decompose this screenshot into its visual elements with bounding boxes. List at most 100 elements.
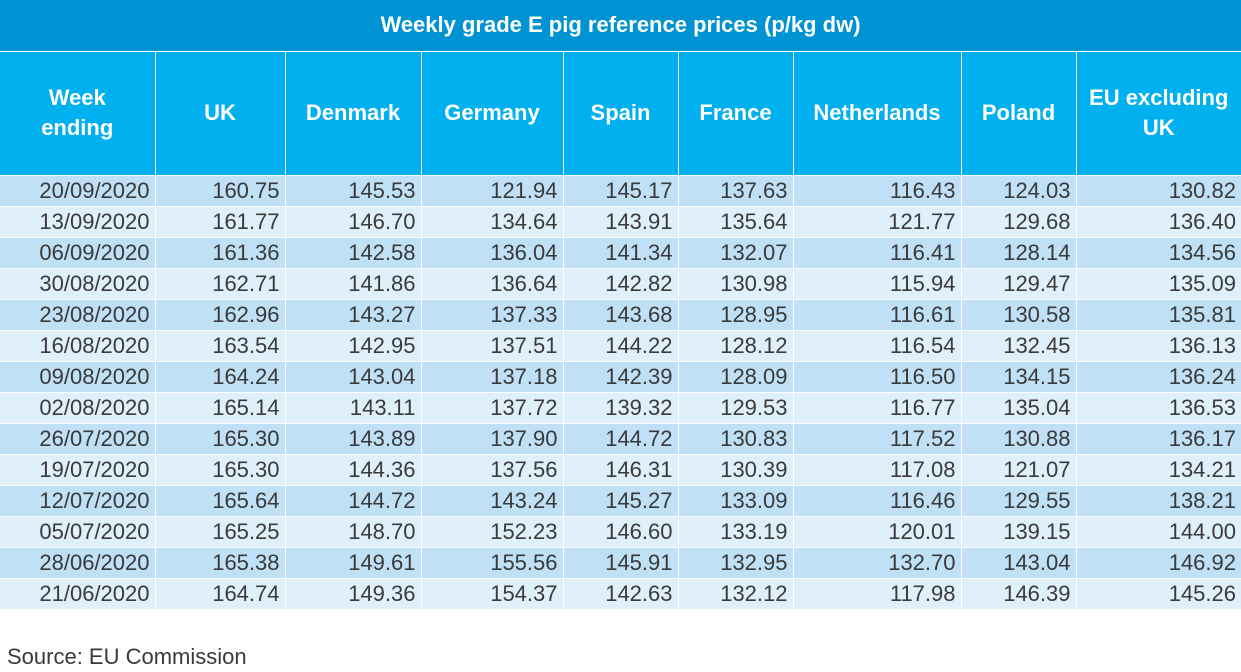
price-cell-denmark: 143.11 xyxy=(284,391,421,423)
price-cell-poland: 124.03 xyxy=(960,174,1076,206)
price-cell-poland: 121.07 xyxy=(960,453,1076,485)
column-header-line: Denmark xyxy=(305,100,401,125)
price-cell-spain: 144.22 xyxy=(562,329,678,361)
price-cell-netherlands: 117.08 xyxy=(792,453,961,485)
week-ending-cell: 12/07/2020 xyxy=(0,484,155,516)
price-cell-uk: 161.77 xyxy=(154,205,285,237)
price-cell-spain: 142.63 xyxy=(562,577,678,609)
column-header-spain: Spain xyxy=(562,51,678,175)
table-row: 21/06/2020 164.74 149.36 154.37 142.63 132.12… xyxy=(0,577,1241,609)
price-cell-uk: 162.71 xyxy=(154,267,285,299)
price-cell-spain: 144.72 xyxy=(562,422,678,454)
price-cell-netherlands: 117.52 xyxy=(792,422,961,454)
week-ending-cell: 26/07/2020 xyxy=(0,422,155,454)
price-cell-denmark: 145.53 xyxy=(284,174,421,206)
column-header-line: France xyxy=(699,100,772,125)
week-ending-cell: 02/08/2020 xyxy=(0,391,155,423)
price-cell-germany: 155.56 xyxy=(420,546,563,578)
price-cell-denmark: 143.04 xyxy=(284,360,421,392)
week-ending-cell: 05/07/2020 xyxy=(0,515,155,547)
table-row: 20/09/2020 160.75 145.53 121.94 145.17 137.63… xyxy=(0,174,1241,206)
source-note: Source: EU Commission xyxy=(7,644,247,669)
price-cell-eu-excluding-uk: 144.00 xyxy=(1075,515,1241,547)
price-cell-eu-excluding-uk: 136.17 xyxy=(1075,422,1241,454)
price-cell-germany: 134.64 xyxy=(420,205,563,237)
price-cell-netherlands: 115.94 xyxy=(792,267,961,299)
table-row: 26/07/2020 165.30 143.89 137.90 144.72 130.83… xyxy=(0,422,1241,454)
column-header-line: ending xyxy=(41,115,114,140)
price-cell-spain: 145.17 xyxy=(562,174,678,206)
table-row: 02/08/2020 165.14 143.11 137.72 139.32 129.53… xyxy=(0,391,1241,423)
price-cell-france: 128.12 xyxy=(677,329,793,361)
price-cell-uk: 165.64 xyxy=(154,484,285,516)
price-cell-spain: 141.34 xyxy=(562,236,678,268)
price-cell-poland: 130.88 xyxy=(960,422,1076,454)
price-cell-france: 137.63 xyxy=(677,174,793,206)
price-cell-denmark: 141.86 xyxy=(284,267,421,299)
price-cell-germany: 136.64 xyxy=(420,267,563,299)
price-cell-eu-excluding-uk: 136.53 xyxy=(1075,391,1241,423)
price-cell-eu-excluding-uk: 135.81 xyxy=(1075,298,1241,330)
price-cell-france: 132.95 xyxy=(677,546,793,578)
price-cell-france: 133.19 xyxy=(677,515,793,547)
price-cell-denmark: 148.70 xyxy=(284,515,421,547)
price-cell-denmark: 144.72 xyxy=(284,484,421,516)
price-cell-germany: 136.04 xyxy=(420,236,563,268)
price-cell-netherlands: 116.50 xyxy=(792,360,961,392)
price-cell-netherlands: 116.77 xyxy=(792,391,961,423)
price-cell-germany: 143.24 xyxy=(420,484,563,516)
price-cell-germany: 137.18 xyxy=(420,360,563,392)
table-row: 16/08/2020 163.54 142.95 137.51 144.22 128.12… xyxy=(0,329,1241,361)
price-cell-germany: 121.94 xyxy=(420,174,563,206)
price-cell-germany: 137.72 xyxy=(420,391,563,423)
price-cell-france: 130.39 xyxy=(677,453,793,485)
price-cell-eu-excluding-uk: 136.24 xyxy=(1075,360,1241,392)
price-cell-denmark: 146.70 xyxy=(284,205,421,237)
price-cell-france: 135.64 xyxy=(677,205,793,237)
price-cell-uk: 163.54 xyxy=(154,329,285,361)
price-cell-uk: 160.75 xyxy=(154,174,285,206)
price-cell-uk: 164.24 xyxy=(154,360,285,392)
column-header-eu-excluding-uk: EU excluding UK xyxy=(1075,51,1241,175)
column-header-line: Germany xyxy=(444,100,540,125)
price-cell-poland: 143.04 xyxy=(960,546,1076,578)
week-ending-cell: 13/09/2020 xyxy=(0,205,155,237)
price-cell-spain: 146.60 xyxy=(562,515,678,547)
price-cell-eu-excluding-uk: 136.13 xyxy=(1075,329,1241,361)
price-cell-germany: 137.51 xyxy=(420,329,563,361)
price-cell-denmark: 142.58 xyxy=(284,236,421,268)
price-cell-france: 130.98 xyxy=(677,267,793,299)
price-cell-france: 130.83 xyxy=(677,422,793,454)
table-row: 23/08/2020 162.96 143.27 137.33 143.68 128.95… xyxy=(0,298,1241,330)
price-cell-uk: 165.38 xyxy=(154,546,285,578)
price-cell-netherlands: 132.70 xyxy=(792,546,961,578)
price-cell-spain: 145.91 xyxy=(562,546,678,578)
price-cell-uk: 165.30 xyxy=(154,453,285,485)
table-title: Weekly grade E pig reference prices (p/k… xyxy=(0,0,1241,52)
price-cell-germany: 137.90 xyxy=(420,422,563,454)
price-cell-netherlands: 120.01 xyxy=(792,515,961,547)
price-cell-eu-excluding-uk: 145.26 xyxy=(1075,577,1241,609)
price-cell-poland: 132.45 xyxy=(960,329,1076,361)
price-cell-france: 133.09 xyxy=(677,484,793,516)
price-cell-spain: 143.91 xyxy=(562,205,678,237)
price-cell-poland: 135.04 xyxy=(960,391,1076,423)
price-cell-eu-excluding-uk: 138.21 xyxy=(1075,484,1241,516)
price-cell-netherlands: 117.98 xyxy=(792,577,961,609)
price-cell-netherlands: 121.77 xyxy=(792,205,961,237)
price-cell-denmark: 149.61 xyxy=(284,546,421,578)
column-header-week-ending: Week ending xyxy=(0,51,155,175)
price-cell-germany: 154.37 xyxy=(420,577,563,609)
price-cell-eu-excluding-uk: 130.82 xyxy=(1075,174,1241,206)
price-cell-denmark: 144.36 xyxy=(284,453,421,485)
price-cell-spain: 142.39 xyxy=(562,360,678,392)
price-cell-uk: 165.30 xyxy=(154,422,285,454)
price-cell-poland: 134.15 xyxy=(960,360,1076,392)
price-cell-netherlands: 116.54 xyxy=(792,329,961,361)
price-cell-poland: 146.39 xyxy=(960,577,1076,609)
price-cell-netherlands: 116.43 xyxy=(792,174,961,206)
column-header-poland: Poland xyxy=(960,51,1076,175)
column-header-line: Week xyxy=(48,85,106,110)
price-cell-france: 129.53 xyxy=(677,391,793,423)
price-cell-france: 128.09 xyxy=(677,360,793,392)
